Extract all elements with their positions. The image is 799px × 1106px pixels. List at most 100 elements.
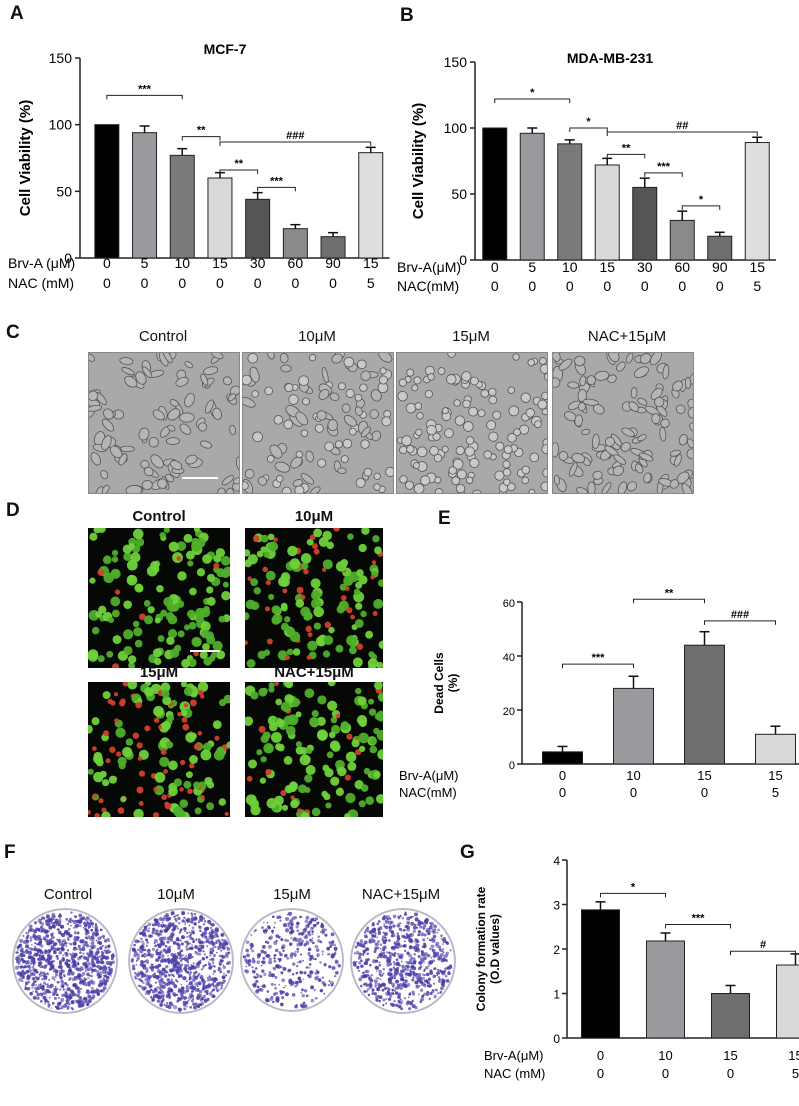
live-cell-dot xyxy=(247,554,258,565)
cell-shape xyxy=(579,375,587,387)
cell-shape xyxy=(608,353,620,363)
colony-dot xyxy=(69,943,73,946)
colony-dot xyxy=(184,1001,189,1005)
colony-dot xyxy=(185,945,188,949)
colony-dot xyxy=(172,968,176,972)
x-tick-label-brv: 10 xyxy=(658,1048,672,1063)
colony-dot xyxy=(148,927,150,930)
colony-dot xyxy=(209,954,212,957)
colony-dot xyxy=(200,974,203,977)
colony-dot xyxy=(172,941,177,945)
colony-dot xyxy=(86,937,89,940)
colony-dot xyxy=(198,989,203,994)
dead-cell-dot xyxy=(213,562,220,569)
colony-dot xyxy=(377,920,381,923)
colony-dot xyxy=(85,984,88,987)
colony-dot xyxy=(110,957,114,961)
colony-dot xyxy=(82,980,86,984)
colony-dot xyxy=(414,949,418,953)
cell-shape xyxy=(594,370,610,381)
colony-dot xyxy=(107,944,111,947)
colony-dot xyxy=(369,963,372,967)
live-cell-dot xyxy=(323,635,334,646)
colony-dot xyxy=(439,991,442,994)
cell-shape xyxy=(586,375,596,386)
row-label-nac: NAC(mM) xyxy=(397,278,459,294)
colony-dot xyxy=(60,958,65,963)
live-cell-dot xyxy=(183,624,191,631)
colony-dot xyxy=(27,947,31,950)
colony-dot xyxy=(328,979,331,982)
dead-cell-dot xyxy=(313,548,320,555)
colony-dot xyxy=(393,999,396,1003)
colony-dot xyxy=(432,974,437,979)
colony-dot xyxy=(373,979,378,984)
cell-shape xyxy=(373,483,381,491)
colony-dot xyxy=(156,959,159,962)
colony-dot xyxy=(198,938,201,941)
live-cell-dot xyxy=(131,694,139,702)
live-cell-dot xyxy=(191,541,202,552)
colony-dot xyxy=(226,969,231,974)
cell-shape xyxy=(542,468,547,478)
colony-dot xyxy=(382,998,386,1002)
live-cell-dot xyxy=(183,686,193,696)
colony-dot xyxy=(275,964,280,969)
colony-dot xyxy=(185,947,189,951)
live-cell-dot xyxy=(206,802,215,811)
live-cell-dot xyxy=(134,639,143,648)
colony-dot xyxy=(213,929,217,933)
colony-dot xyxy=(147,948,151,952)
colony-dot xyxy=(175,993,179,997)
significance-marker: ** xyxy=(665,587,674,599)
colony-dot xyxy=(43,991,47,996)
colony-dot xyxy=(161,968,165,972)
cell-shape xyxy=(281,486,292,493)
cell-shape xyxy=(528,488,536,493)
live-cell-dot xyxy=(127,574,136,583)
cell-shape xyxy=(244,468,255,479)
live-cell-dot xyxy=(101,779,110,787)
dead-cell-dot xyxy=(324,621,332,629)
row-label-nac: NAC (mM) xyxy=(484,1066,545,1081)
colony-dot xyxy=(394,952,397,955)
colony-dot xyxy=(263,950,267,955)
colony-dot xyxy=(81,947,86,952)
x-tick-label-nac: 0 xyxy=(662,1066,669,1081)
colony-dot xyxy=(186,989,190,993)
colony-dot xyxy=(167,924,171,927)
colony-dot xyxy=(90,954,93,957)
colony-dot xyxy=(202,957,205,961)
colony-dot xyxy=(25,936,29,940)
colony-dot xyxy=(423,992,427,996)
colony-dot xyxy=(135,959,138,962)
cell-shape xyxy=(310,486,321,493)
colony-dot xyxy=(65,1000,70,1005)
live-cell-dot xyxy=(245,716,254,726)
live-cell-dot xyxy=(173,778,182,787)
live-cell-dot xyxy=(349,641,357,649)
y-axis-label: Dead Cells xyxy=(432,652,446,714)
colony-dot xyxy=(199,976,202,979)
colony-dot xyxy=(218,942,223,947)
colony-dot xyxy=(413,912,419,917)
colony-dot xyxy=(25,969,30,974)
dead-cell-dot xyxy=(193,650,199,657)
cell-shape xyxy=(324,441,334,452)
colony-dot xyxy=(166,946,171,950)
colony-dot xyxy=(90,928,93,932)
bar xyxy=(707,235,733,261)
cell-shape xyxy=(452,458,464,470)
colony-dot xyxy=(64,982,67,985)
dead-cell-dot xyxy=(164,802,172,810)
colony-dot xyxy=(55,954,59,958)
cell-shape xyxy=(378,353,393,363)
cell-shape xyxy=(529,452,540,463)
cell-shape xyxy=(582,398,599,406)
colony-dot xyxy=(245,965,248,968)
panel-c-label-nac: NAC+15μM xyxy=(587,328,667,345)
colony-dot xyxy=(209,958,212,961)
cell-shape xyxy=(101,484,110,493)
colony-dot xyxy=(412,957,416,961)
colony-dot xyxy=(47,918,52,923)
